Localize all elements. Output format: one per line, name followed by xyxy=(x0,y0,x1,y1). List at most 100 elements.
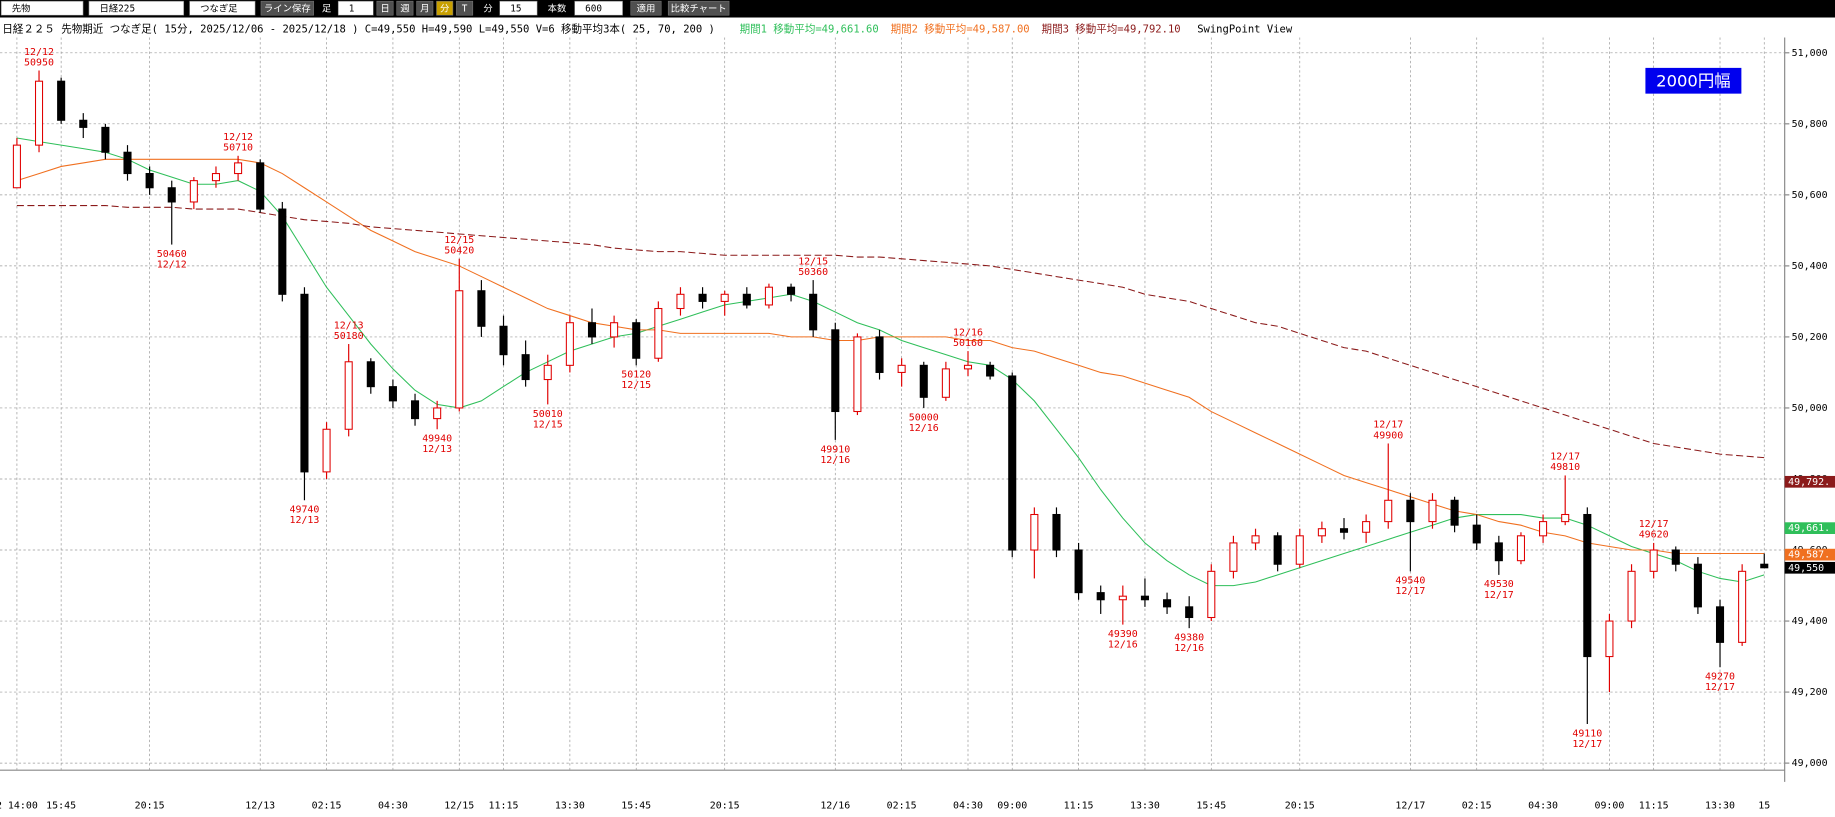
x-tick-label: 2 14:00 xyxy=(0,800,38,811)
swing-date: 12/13 xyxy=(334,320,364,331)
x-tick-label: 04:30 xyxy=(953,800,983,811)
x-tick-label: 15:45 xyxy=(1196,800,1226,811)
x-tick-label: 13:30 xyxy=(555,800,585,811)
toolbar-control[interactable] xyxy=(574,0,623,16)
y-tick-label: 50,000 xyxy=(1792,403,1828,414)
toolbar-label[interactable]: つなぎ足 xyxy=(200,2,238,14)
candle-body xyxy=(720,293,729,302)
y-tick-label: 50,600 xyxy=(1792,190,1828,201)
toolbar-control[interactable] xyxy=(337,0,374,16)
candle-body xyxy=(742,293,751,306)
candle-body xyxy=(610,322,619,338)
candle-body xyxy=(986,364,995,377)
toolbar-label[interactable]: 分 xyxy=(440,3,449,14)
toolbar-control[interactable] xyxy=(88,0,185,16)
header-ma3: 期間3 移動平均=49,792.10 xyxy=(1042,22,1181,35)
candle-body xyxy=(1450,499,1459,526)
price-tag: 49,550 xyxy=(1788,563,1824,574)
y-tick-label: 49,400 xyxy=(1792,616,1828,627)
candle-body xyxy=(1384,499,1393,523)
candle-body xyxy=(1362,521,1371,533)
toolbar-control[interactable] xyxy=(630,0,662,16)
candle-body xyxy=(101,126,110,153)
price-tag: 49,792. xyxy=(1788,477,1830,488)
swing-date: 12/15 xyxy=(444,235,474,246)
swing-date: 12/17 xyxy=(1373,420,1403,431)
candle-body xyxy=(477,290,486,327)
x-tick-label: 04:30 xyxy=(1528,800,1558,811)
candle-body xyxy=(1185,606,1194,619)
swing-price: 49740 xyxy=(289,505,319,516)
toolbar-control[interactable] xyxy=(456,0,474,16)
toolbar-label[interactable]: 600 xyxy=(585,3,602,14)
candle-body xyxy=(632,322,641,359)
swing-date: 12/16 xyxy=(1108,640,1138,651)
candle-body xyxy=(831,329,840,413)
candle-body xyxy=(79,119,88,128)
swing-price: 50460 xyxy=(157,249,187,260)
swing-price: 49380 xyxy=(1174,633,1204,644)
toolbar-label[interactable]: 日 xyxy=(380,3,389,14)
candle-body xyxy=(1251,535,1260,544)
toolbar-control[interactable] xyxy=(260,0,314,16)
ma-line xyxy=(16,137,1765,587)
toolbar-control[interactable] xyxy=(376,0,394,16)
toolbar-control[interactable] xyxy=(436,0,454,16)
candle-body xyxy=(764,286,773,306)
toolbar-label[interactable]: 週 xyxy=(400,2,410,14)
swing-date: 12/15 xyxy=(798,256,828,267)
candle-body xyxy=(565,322,574,366)
toolbar-label[interactable]: 先物 xyxy=(12,2,31,14)
candle-body xyxy=(34,80,44,146)
candle-body xyxy=(1627,570,1636,622)
toolbar-label[interactable]: 比較チャート xyxy=(671,2,727,14)
x-tick-label: 02:15 xyxy=(1462,800,1492,811)
candle-body xyxy=(1472,524,1481,544)
swing-price: 50000 xyxy=(909,412,939,423)
toolbar-control[interactable] xyxy=(416,0,434,16)
candle-body xyxy=(1561,513,1570,523)
x-tick-label: 15 xyxy=(1758,800,1770,811)
toolbar-label[interactable]: T xyxy=(462,3,468,14)
swing-price: 49530 xyxy=(1484,579,1514,590)
toolbar-control[interactable] xyxy=(189,0,256,16)
toolbar-control[interactable] xyxy=(396,0,414,16)
toolbar-control[interactable] xyxy=(0,0,84,16)
candle-body xyxy=(1207,570,1216,619)
header-line: 日経２２５ 先物期近 つなぎ足( 15分, 2025/12/06 - 2025/… xyxy=(2,22,1292,35)
toolbar-label: 本数 xyxy=(548,2,567,14)
toolbar-label[interactable]: 日経225 xyxy=(99,2,135,14)
swing-price: 50010 xyxy=(533,409,563,420)
x-tick-label: 13:30 xyxy=(1130,800,1160,811)
swing-labels: 12/12509505046012/1212/12507104974012/13… xyxy=(24,47,1735,750)
toolbar-control[interactable] xyxy=(667,0,730,16)
toolbar-label[interactable]: ライン保存 xyxy=(264,2,311,14)
x-tick-label: 12/17 xyxy=(1395,800,1425,811)
swing-price: 50160 xyxy=(953,338,983,349)
candle-body xyxy=(189,180,198,203)
toolbar-label[interactable]: 1 xyxy=(349,3,355,14)
x-tick-label: 11:15 xyxy=(1064,800,1094,811)
toolbar-control[interactable] xyxy=(499,0,538,16)
toolbar-label: 足 xyxy=(322,3,332,14)
candle-body xyxy=(211,173,221,182)
candle-body xyxy=(1583,513,1592,658)
x-tick-label: 12/13 xyxy=(245,800,275,811)
candle-body xyxy=(1649,549,1658,572)
toolbar-label[interactable]: 月 xyxy=(420,3,429,14)
toolbar-label[interactable]: 適用 xyxy=(637,2,656,14)
swing-price: 49900 xyxy=(1373,430,1403,441)
candle-body xyxy=(322,428,331,473)
toolbar-items: 先物 日経225 つなぎ足 ライン保存足 1 日週月分 T 分 15 本数 600 適用 比較チャート xyxy=(0,0,730,16)
candle-body xyxy=(411,400,420,420)
y-tick-label: 51,000 xyxy=(1792,48,1828,59)
x-tick-label: 20:15 xyxy=(135,800,165,811)
candle-body xyxy=(654,307,663,359)
header-view: SwingPoint View xyxy=(1197,23,1293,35)
candle-body xyxy=(1715,606,1725,643)
price-tag-box xyxy=(1784,475,1835,488)
candle-body xyxy=(1140,595,1149,601)
toolbar-label[interactable]: 15 xyxy=(510,3,521,14)
